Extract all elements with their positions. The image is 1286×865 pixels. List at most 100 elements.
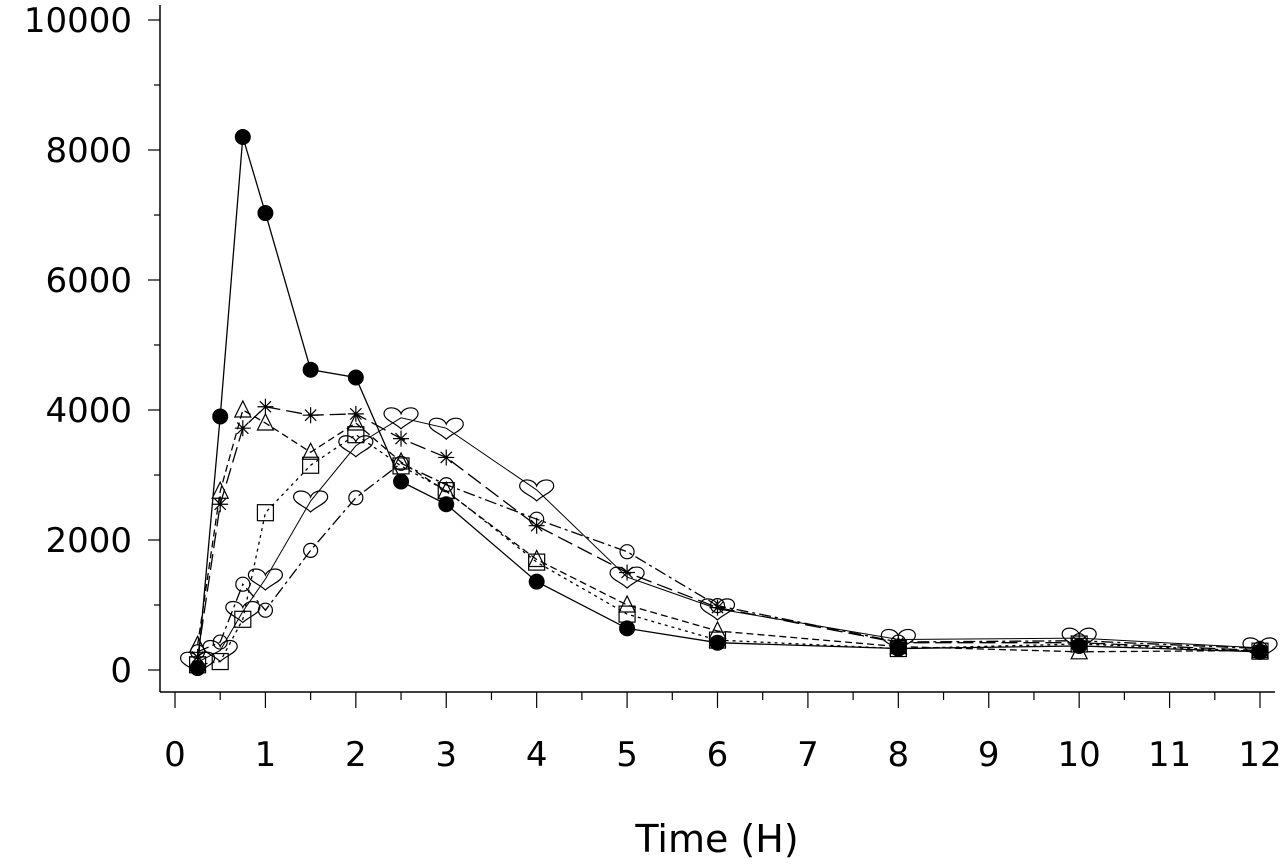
series-markers-3 [189, 398, 1268, 665]
marker-filled-circle [438, 496, 455, 513]
series-markers-6 [180, 407, 1278, 675]
series-line-6 [197, 417, 1261, 663]
marker-triangle [233, 399, 252, 418]
marker-filled-circle [619, 620, 636, 637]
marker-star [890, 634, 907, 651]
x-tick-label: 7 [797, 735, 819, 775]
marker-open-circle [709, 598, 726, 614]
marker-triangle [708, 620, 727, 639]
series-markers-1 [189, 129, 1268, 677]
y-tick-label: 8000 [45, 131, 132, 171]
marker-filled-circle [393, 473, 410, 490]
x-tick-label: 12 [1238, 735, 1281, 775]
marker-triangle [889, 636, 908, 655]
marker-filled-circle [347, 369, 364, 386]
marker-star [709, 599, 726, 616]
marker-star [438, 449, 455, 466]
marker-square [708, 631, 727, 649]
marker-heart [225, 600, 261, 624]
marker-heart [1061, 627, 1097, 650]
marker-open-circle [235, 576, 251, 592]
marker-square [256, 504, 275, 522]
y-tick-label: 2000 [45, 521, 132, 561]
marker-heart [383, 407, 419, 430]
marker-triangle [392, 451, 411, 470]
marker-open-circle [619, 544, 635, 560]
marker-filled-circle [212, 408, 229, 425]
x-tick-label: 4 [526, 735, 548, 775]
marker-square [528, 553, 546, 571]
marker-triangle [527, 549, 546, 568]
marker-square [392, 457, 410, 475]
marker-heart [180, 651, 216, 675]
marker-heart [880, 628, 916, 652]
marker-filled-circle [528, 573, 545, 590]
marker-layer [180, 129, 1278, 677]
marker-filled-circle [257, 205, 274, 222]
x-tick-label: 10 [1058, 735, 1101, 775]
marker-square [211, 652, 229, 671]
series-line-1 [196, 136, 1261, 669]
marker-square [618, 605, 636, 623]
marker-star [212, 496, 229, 513]
marker-star [234, 420, 251, 437]
y-tick-label: 0 [110, 651, 132, 691]
marker-star [1071, 634, 1088, 651]
marker-heart [293, 490, 329, 513]
marker-heart [202, 639, 238, 663]
x-tick-label: 0 [164, 735, 186, 775]
marker-heart [699, 598, 736, 621]
marker-heart [338, 435, 374, 458]
marker-triangle [256, 412, 275, 431]
marker-star [393, 430, 410, 447]
marker-star [257, 398, 274, 415]
marker-filled-circle [234, 129, 251, 145]
marker-triangle [1070, 641, 1089, 660]
x-tick-label: 8 [888, 735, 910, 775]
x-tick-label: 2 [345, 735, 367, 775]
marker-triangle [346, 412, 365, 431]
marker-square [437, 482, 455, 500]
x-tick-label: 6 [707, 735, 729, 775]
x-tick-label: 11 [1148, 735, 1191, 775]
y-tick-label: 6000 [45, 261, 132, 301]
series-line-2 [196, 409, 1261, 653]
marker-heart [519, 479, 555, 502]
series-markers-5 [190, 455, 1268, 660]
series-markers-4 [189, 426, 1269, 674]
series-line-5 [197, 462, 1261, 653]
marker-heart [1242, 637, 1278, 660]
marker-open-circle [303, 542, 319, 559]
marker-heart [428, 417, 464, 441]
series-markers-2 [188, 399, 1269, 660]
marker-square [889, 639, 907, 658]
marker-open-circle [212, 634, 228, 650]
y-tick-label: 4000 [45, 391, 132, 431]
x-tick-label: 5 [616, 735, 638, 775]
marker-triangle [301, 441, 320, 460]
marker-square [302, 456, 320, 474]
marker-triangle [618, 594, 637, 613]
x-tick-label: 1 [255, 735, 277, 775]
marker-square [234, 610, 252, 628]
x-tick-label: 3 [435, 735, 457, 775]
marker-heart [609, 566, 645, 589]
series-line-4 [197, 433, 1261, 666]
marker-open-circle [529, 511, 545, 527]
x-tick-label: 9 [978, 735, 1000, 775]
series-layer [196, 136, 1261, 669]
marker-open-circle [1252, 640, 1268, 657]
marker-open-circle [438, 477, 454, 493]
y-tick-label: 10000 [24, 1, 132, 41]
series-line-3 [196, 406, 1261, 658]
x-axis-title: Time (H) [634, 817, 798, 861]
marker-star [1252, 642, 1268, 659]
marker-heart [247, 568, 284, 591]
marker-open-circle [393, 455, 409, 471]
marker-filled-circle [302, 361, 319, 378]
marker-star [347, 405, 364, 422]
marker-open-circle [348, 490, 364, 506]
marker-star [302, 407, 319, 424]
